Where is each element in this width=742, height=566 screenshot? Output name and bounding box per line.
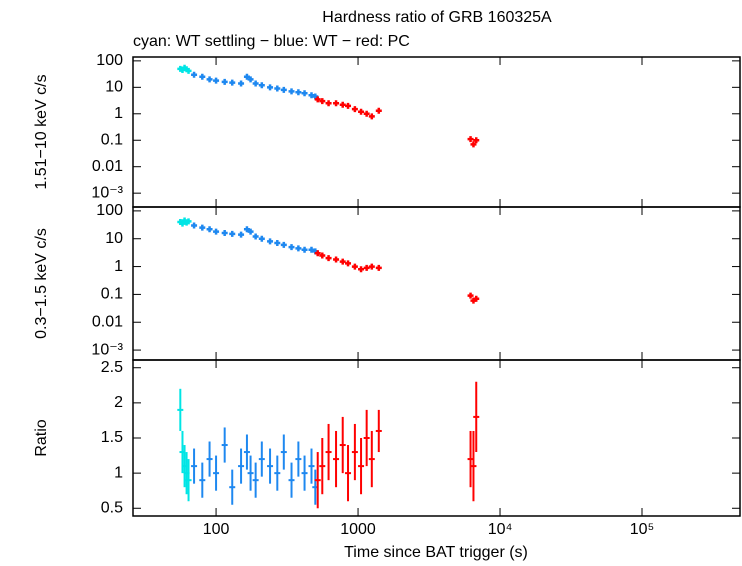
y-tick-label: 10: [105, 79, 123, 96]
y-tick-label: 0.1: [101, 286, 123, 303]
chart-title: Hardness ratio of GRB 160325A: [322, 9, 552, 26]
data-point: [368, 263, 375, 270]
data-point: [470, 141, 477, 148]
data-point: [258, 82, 265, 89]
data-point: [467, 136, 474, 143]
data-point: [280, 86, 287, 93]
data-point: [267, 84, 274, 91]
data-point: [358, 266, 365, 273]
data-point: [301, 90, 308, 97]
data-point: [191, 71, 198, 78]
data-point: [247, 76, 254, 83]
data-point: [280, 241, 287, 248]
y-tick-label: 2: [114, 394, 123, 411]
y-tick-label: 1: [114, 258, 123, 275]
y-tick-label: 100: [96, 52, 123, 69]
y-tick-label: 0.1: [101, 131, 123, 148]
data-point: [229, 230, 236, 237]
data-point: [368, 113, 375, 120]
data-point: [351, 106, 358, 113]
data-point: [295, 245, 302, 252]
data-point: [243, 73, 250, 80]
data-point: [252, 233, 259, 240]
data-point: [339, 258, 346, 265]
data-point: [314, 250, 321, 257]
y-tick-label: 10: [105, 230, 123, 247]
data-point: [473, 137, 480, 144]
data-point: [473, 295, 480, 302]
data-point: [333, 256, 340, 263]
y-axis-label: 0.3−1.5 keV c/s: [33, 228, 50, 339]
data-point: [213, 77, 220, 84]
x-tick-label: 100: [203, 521, 230, 538]
data-point: [199, 73, 206, 80]
data-point: [345, 260, 352, 267]
plot-frame: [132, 206, 741, 361]
data-point: [213, 228, 220, 235]
data-point: [375, 264, 382, 271]
data-point: [267, 238, 274, 245]
data-point: [308, 246, 315, 253]
data-point: [191, 222, 198, 229]
x-tick-label: 10⁵: [630, 521, 654, 538]
data-point: [325, 255, 332, 262]
chart-subtitle: cyan: WT settling − blue: WT − red: PC: [133, 33, 410, 50]
x-axis-label: Time since BAT trigger (s): [344, 544, 528, 561]
data-point: [333, 100, 340, 107]
data-point: [199, 224, 206, 231]
data-point: [238, 80, 245, 87]
data-point: [301, 246, 308, 253]
data-point: [221, 230, 228, 237]
data-point: [274, 240, 281, 247]
data-point: [345, 102, 352, 109]
data-point: [351, 263, 358, 270]
y-axis-label: Ratio: [33, 419, 50, 456]
data-point: [185, 67, 192, 74]
y-axis-label: 1.51−10 keV c/s: [33, 74, 50, 189]
data-point: [363, 110, 370, 117]
data-point: [319, 252, 326, 259]
data-point: [258, 235, 265, 242]
y-tick-label: 10⁻³: [91, 184, 123, 201]
data-point: [288, 88, 295, 95]
y-tick-label: 100: [96, 202, 123, 219]
y-tick-label: 10⁻³: [91, 341, 123, 358]
data-point: [288, 244, 295, 251]
x-tick-label: 10⁴: [488, 521, 513, 538]
data-point: [274, 85, 281, 92]
y-tick-label: 0.01: [92, 158, 123, 175]
data-point: [238, 231, 245, 238]
data-point: [363, 264, 370, 271]
data-point: [319, 98, 326, 105]
data-point: [252, 80, 259, 87]
y-tick-label: 1: [114, 464, 123, 481]
y-tick-label: 1.5: [101, 429, 123, 446]
data-point: [206, 226, 213, 233]
data-point: [243, 226, 250, 233]
data-point: [375, 107, 382, 114]
data-point: [221, 78, 228, 85]
data-point: [325, 100, 332, 107]
data-point: [229, 79, 236, 86]
data-point: [358, 108, 365, 115]
y-tick-label: 0.01: [92, 313, 123, 330]
data-point: [295, 89, 302, 96]
y-tick-label: 0.5: [101, 499, 123, 516]
data-point: [206, 76, 213, 83]
y-tick-label: 2.5: [101, 359, 123, 376]
data-point: [467, 292, 474, 299]
x-tick-label: 1000: [340, 521, 376, 538]
data-point: [339, 101, 346, 108]
data-point: [247, 228, 254, 235]
y-tick-label: 1: [114, 105, 123, 122]
data-point: [314, 96, 321, 103]
data-point: [185, 218, 192, 225]
